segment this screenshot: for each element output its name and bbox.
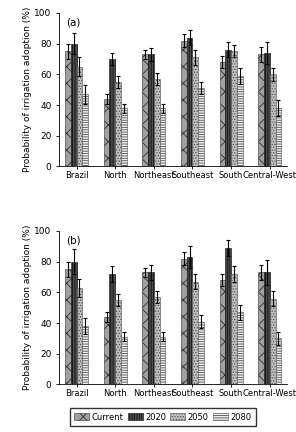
Bar — [82, 94, 88, 166]
Bar — [148, 273, 154, 384]
Bar — [198, 321, 204, 384]
Bar — [142, 54, 148, 166]
Bar — [160, 337, 165, 384]
Bar — [115, 82, 121, 166]
Bar — [154, 297, 160, 384]
Bar — [225, 50, 231, 166]
Bar — [264, 53, 270, 166]
Bar — [148, 54, 154, 166]
Bar — [110, 274, 115, 384]
Bar — [121, 108, 127, 166]
Bar — [231, 274, 237, 384]
Bar — [110, 59, 115, 166]
Bar — [115, 300, 121, 384]
Bar — [237, 312, 243, 384]
Bar — [181, 259, 187, 384]
Bar — [121, 337, 127, 384]
Bar — [65, 51, 71, 166]
Bar — [187, 257, 192, 384]
Bar — [220, 62, 225, 166]
Bar — [276, 108, 281, 166]
Bar — [264, 273, 270, 384]
Bar — [270, 299, 276, 384]
Bar — [77, 288, 82, 384]
Bar — [198, 88, 204, 166]
Bar — [192, 57, 198, 166]
Bar — [276, 338, 281, 384]
Bar — [104, 317, 110, 384]
Bar — [77, 67, 82, 166]
Bar — [65, 269, 71, 384]
Bar — [142, 273, 148, 384]
Bar — [71, 262, 77, 384]
Bar — [187, 38, 192, 166]
Legend: Current, 2020, 2050, 2080: Current, 2020, 2050, 2080 — [70, 408, 256, 426]
Bar — [225, 248, 231, 384]
Bar — [160, 108, 165, 166]
Y-axis label: Probability of irrigation adoption (%): Probability of irrigation adoption (%) — [22, 7, 32, 172]
Text: (b): (b) — [66, 235, 81, 245]
Bar — [220, 280, 225, 384]
Bar — [270, 74, 276, 166]
Bar — [231, 51, 237, 166]
Bar — [237, 76, 243, 166]
Bar — [82, 326, 88, 384]
Y-axis label: Probability of irrigation adoption (%): Probability of irrigation adoption (%) — [22, 225, 32, 391]
Bar — [104, 99, 110, 166]
Bar — [258, 273, 264, 384]
Bar — [71, 44, 77, 166]
Bar — [181, 41, 187, 166]
Bar — [154, 79, 160, 166]
Bar — [192, 282, 198, 384]
Bar — [258, 54, 264, 166]
Text: (a): (a) — [66, 18, 81, 28]
